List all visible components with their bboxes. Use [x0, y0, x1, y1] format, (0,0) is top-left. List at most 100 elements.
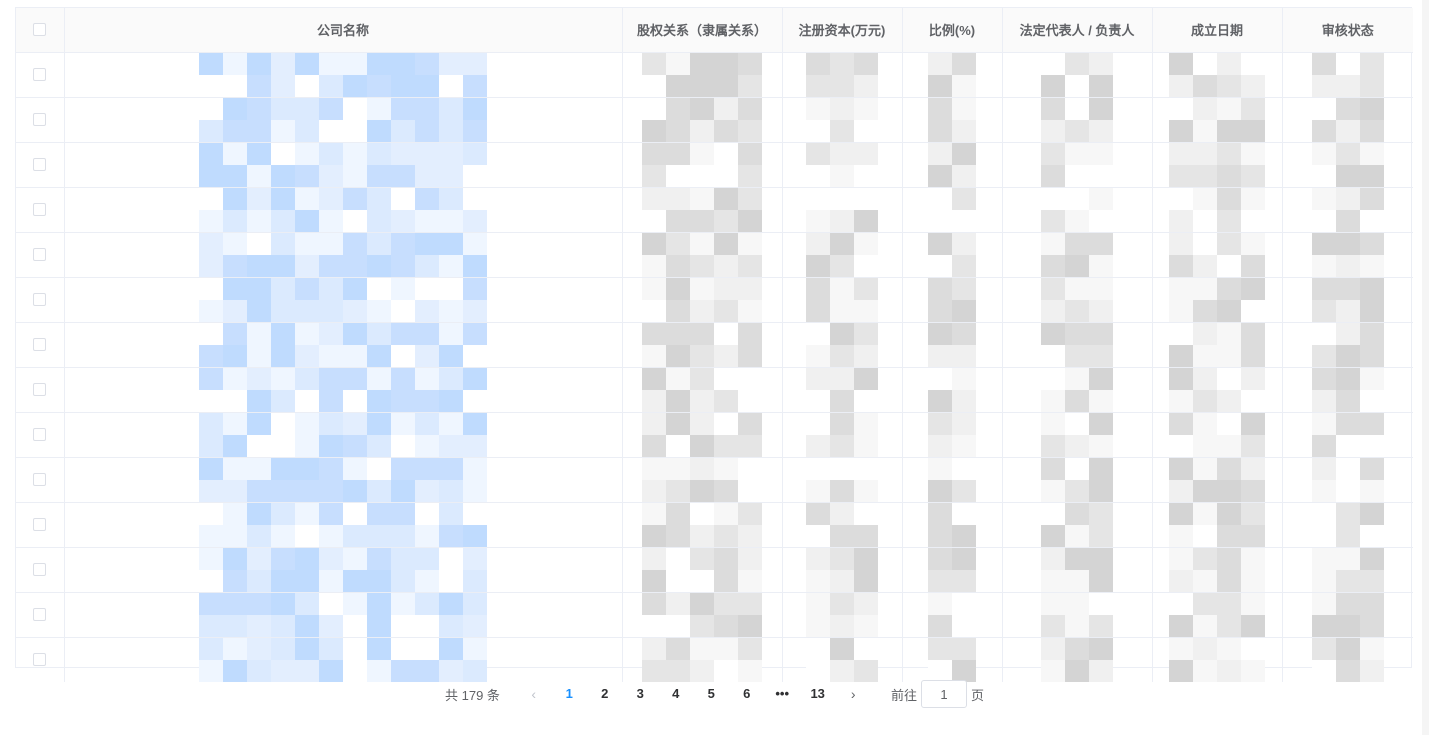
header-founded-date[interactable]: 成立日期	[1152, 8, 1283, 53]
table-row[interactable]	[16, 187, 1413, 233]
goto-page-input[interactable]	[920, 680, 967, 708]
page-number-button[interactable]: 13	[810, 686, 825, 701]
page-number-button[interactable]: 2	[601, 686, 609, 701]
company-name-cell	[64, 637, 623, 682]
row-checkbox[interactable]	[33, 158, 47, 171]
row-select-cell[interactable]	[16, 232, 65, 278]
header-ratio[interactable]: 比例(%)	[902, 8, 1003, 53]
review-status-cell	[1282, 412, 1413, 458]
header-select-all[interactable]	[16, 8, 65, 53]
header-company-name[interactable]: 公司名称	[64, 8, 623, 53]
header-legal-representative[interactable]: 法定代表人 / 负责人	[1002, 8, 1153, 53]
row-select-cell[interactable]	[16, 367, 65, 413]
row-checkbox[interactable]	[33, 428, 47, 441]
row-select-cell[interactable]	[16, 637, 65, 682]
row-select-cell[interactable]	[16, 142, 65, 188]
row-select-cell[interactable]	[16, 547, 65, 593]
table-row[interactable]	[16, 412, 1413, 458]
founded-date-cell	[1152, 187, 1283, 233]
chevron-left-icon[interactable]: ‹	[531, 686, 537, 702]
review-status-cell	[1282, 547, 1413, 593]
legal-representative-cell	[1002, 97, 1153, 143]
table-row[interactable]	[16, 97, 1413, 143]
row-checkbox[interactable]	[33, 608, 47, 621]
row-select-cell[interactable]	[16, 277, 65, 323]
founded-date-cell	[1152, 52, 1283, 98]
header-equity-relation[interactable]: 股权关系（隶属关系）	[622, 8, 783, 53]
page-number-button[interactable]: 3	[636, 686, 644, 701]
founded-date-cell	[1152, 592, 1283, 638]
row-checkbox[interactable]	[33, 68, 47, 81]
row-select-cell[interactable]	[16, 322, 65, 368]
row-checkbox[interactable]	[33, 338, 47, 351]
table-row[interactable]	[16, 367, 1413, 413]
table-row[interactable]	[16, 232, 1413, 278]
founded-date-cell	[1152, 322, 1283, 368]
equity-relation-cell	[622, 322, 783, 368]
row-select-cell[interactable]	[16, 187, 65, 233]
row-select-cell[interactable]	[16, 52, 65, 98]
table-row[interactable]	[16, 277, 1413, 323]
select-all-checkbox[interactable]	[33, 23, 47, 37]
page-number-button[interactable]: 5	[707, 686, 715, 701]
ratio-cell	[902, 187, 1003, 233]
company-name-cell	[64, 592, 623, 638]
company-name-cell	[64, 547, 623, 593]
pagination-ellipsis[interactable]: •••	[775, 686, 790, 701]
company-name-cell	[64, 232, 623, 278]
row-select-cell[interactable]	[16, 502, 65, 548]
company-name-cell	[64, 187, 623, 233]
equity-relation-cell	[622, 52, 783, 98]
legal-representative-cell	[1002, 637, 1153, 682]
table-row[interactable]	[16, 52, 1413, 98]
founded-date-cell	[1152, 412, 1283, 458]
table-row[interactable]	[16, 637, 1413, 682]
row-checkbox[interactable]	[33, 383, 47, 396]
page-number-button[interactable]: 6	[743, 686, 751, 701]
table-row[interactable]	[16, 322, 1413, 368]
table-row[interactable]	[16, 547, 1413, 593]
review-status-cell	[1282, 637, 1413, 682]
ratio-cell	[902, 142, 1003, 188]
header-review-status[interactable]: 审核状态	[1282, 8, 1413, 53]
row-checkbox[interactable]	[33, 248, 47, 261]
row-checkbox[interactable]	[33, 518, 47, 531]
ratio-cell	[902, 637, 1003, 682]
table-row[interactable]	[16, 502, 1413, 548]
row-select-cell[interactable]	[16, 592, 65, 638]
table-body	[16, 52, 1413, 682]
review-status-cell	[1282, 502, 1413, 548]
company-name-cell	[64, 502, 623, 548]
table-row[interactable]	[16, 142, 1413, 188]
company-name-cell	[64, 457, 623, 503]
row-select-cell[interactable]	[16, 457, 65, 503]
row-checkbox[interactable]	[33, 293, 47, 306]
table-row[interactable]	[16, 592, 1413, 638]
header-registered-capital[interactable]: 注册资本(万元)	[782, 8, 903, 53]
legal-representative-cell	[1002, 457, 1153, 503]
founded-date-cell	[1152, 457, 1283, 503]
row-checkbox[interactable]	[33, 653, 47, 666]
founded-date-cell	[1152, 637, 1283, 682]
legal-representative-cell	[1002, 142, 1153, 188]
registered-capital-cell	[782, 547, 903, 593]
chevron-right-icon[interactable]: ›	[850, 686, 856, 702]
row-checkbox[interactable]	[33, 203, 47, 216]
row-checkbox[interactable]	[33, 113, 47, 126]
row-select-cell[interactable]	[16, 97, 65, 143]
ratio-cell	[902, 97, 1003, 143]
goto-prefix: 前往	[890, 687, 917, 703]
row-checkbox[interactable]	[33, 473, 47, 486]
review-status-cell	[1282, 142, 1413, 188]
row-checkbox[interactable]	[33, 563, 47, 576]
equity-relation-cell	[622, 412, 783, 458]
registered-capital-cell	[782, 367, 903, 413]
row-select-cell[interactable]	[16, 412, 65, 458]
ratio-cell	[902, 457, 1003, 503]
legal-representative-cell	[1002, 52, 1153, 98]
table-row[interactable]	[16, 457, 1413, 503]
page-number-button[interactable]: 4	[672, 686, 680, 701]
page-number-button[interactable]: 1	[565, 686, 573, 701]
page-scrollbar-track[interactable]	[1422, 0, 1429, 735]
registered-capital-cell	[782, 142, 903, 188]
